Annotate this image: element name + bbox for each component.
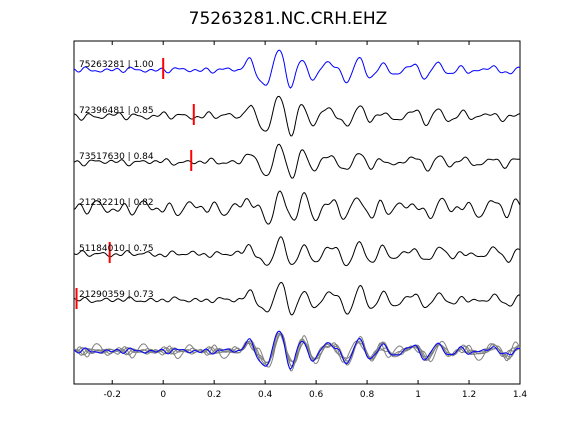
trace-line-4: [73, 190, 521, 225]
x-tick-label-0: -0.2: [103, 390, 121, 400]
trace-label-2: 72396481 | 0.85: [79, 106, 154, 116]
trace-line-6: [73, 281, 521, 316]
x-tick-label-7: 1.2: [462, 390, 476, 400]
stack-overlay: [73, 330, 521, 372]
stack-trace-1: [73, 330, 521, 370]
trace-line-5: [73, 236, 521, 267]
trace-label-5: 51184010 | 0.75: [79, 244, 154, 254]
pick-markers: [75, 58, 195, 309]
trace-line-2: [73, 95, 521, 137]
x-tick-label-6: 1: [415, 390, 421, 400]
trace-label-3: 73517630 | 0.84: [79, 152, 154, 162]
trace-label-6: 21290359 | 0.73: [79, 290, 154, 300]
x-tick-label-1: 0: [160, 390, 166, 400]
trace-label-4: 21232210 | 0.82: [79, 198, 154, 208]
trace-labels: 75263281 | 1.00 72396481 | 0.85 73517630 |…: [79, 60, 154, 300]
x-axis-ticks: -0.2 0 0.2 0.4 0.6 0.8 1 1.2 1.4: [103, 41, 527, 400]
axes-box: [73, 40, 521, 385]
trace-line-3: [73, 143, 521, 179]
chart-title: 75263281.NC.CRH.EHZ: [189, 9, 388, 29]
x-tick-label-5: 0.8: [360, 390, 375, 400]
x-tick-label-4: 0.6: [309, 390, 324, 400]
x-tick-label-3: 0.4: [258, 390, 273, 400]
x-tick-label-8: 1.4: [513, 390, 528, 400]
trace-label-1: 75263281 | 1.00: [79, 60, 154, 70]
stack-trace-6: [73, 332, 521, 367]
trace-line-1: [73, 49, 521, 89]
traces-layer: [73, 49, 521, 316]
x-tick-label-2: 0.2: [207, 390, 221, 400]
